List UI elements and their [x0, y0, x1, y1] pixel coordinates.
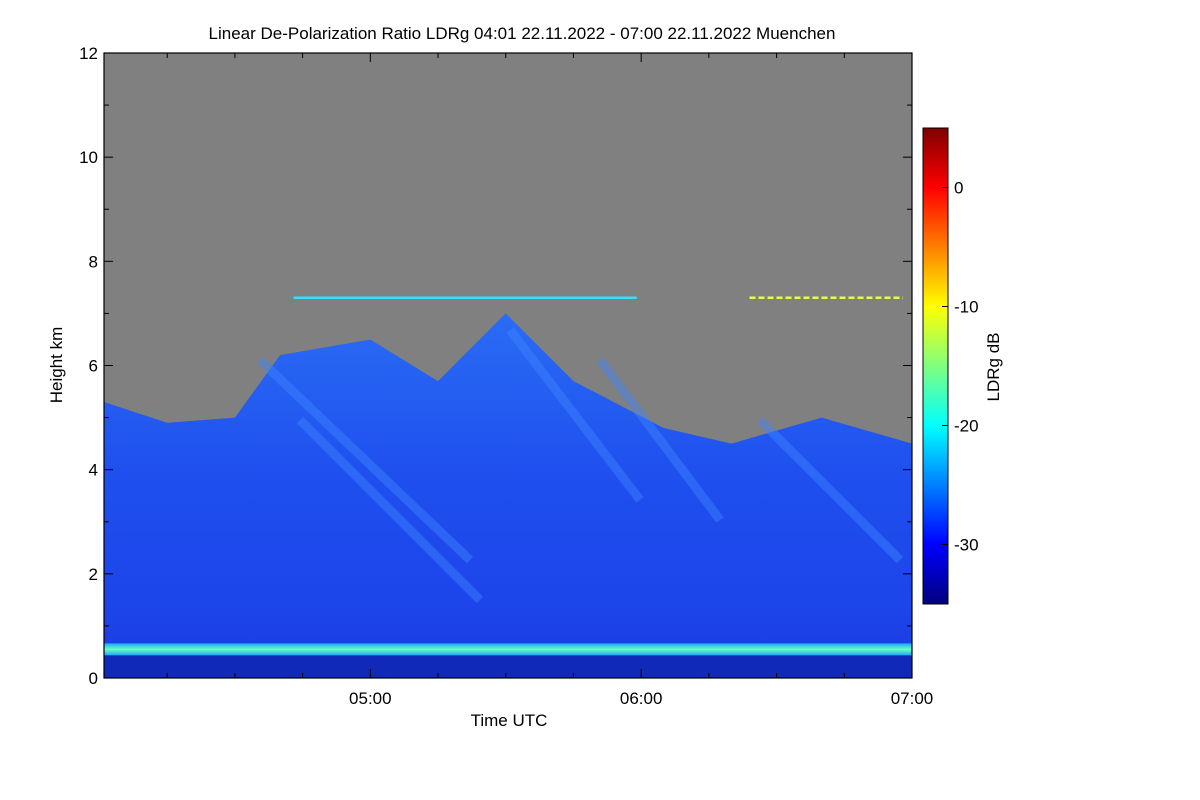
fall-streak	[296, 416, 484, 604]
melting-layer-band	[104, 643, 912, 656]
y-axis-label: Height km	[47, 327, 66, 404]
y-tick-label: 8	[89, 252, 98, 271]
y-tick-label: 6	[89, 357, 98, 376]
x-axis-label: Time UTC	[471, 711, 548, 730]
heatmap-area	[104, 53, 912, 678]
y-tick-label: 10	[79, 148, 98, 167]
colorbar-tick-label: -30	[954, 536, 979, 555]
colorbar: -30 -20 -10 0	[922, 127, 979, 605]
y-tick-label: 12	[79, 44, 98, 63]
fall-streak	[506, 327, 644, 503]
y-tick-label: 2	[89, 565, 98, 584]
fall-streak	[756, 416, 904, 564]
axes: 0 2 4 6 8 10 12 05:00 06:00 07:00	[79, 44, 933, 708]
fall-streak	[596, 357, 724, 523]
y-tick-label: 0	[89, 669, 98, 688]
y-tick-label: 4	[89, 461, 98, 480]
x-tick-label: 05:00	[349, 689, 392, 708]
colorbar-label: LDRg dB	[984, 333, 1003, 402]
colorbar-tick-label: 0	[954, 179, 963, 198]
ground-layer	[104, 653, 912, 678]
x-tick-label: 06:00	[620, 689, 663, 708]
chart-title: Linear De-Polarization Ratio LDRg 04:01 …	[209, 24, 836, 43]
colorbar-gradient	[922, 127, 949, 605]
precipitation-field	[104, 313, 912, 678]
colorbar-tick-label: -10	[954, 298, 979, 317]
colorbar-tick-label: -20	[954, 417, 979, 436]
fall-streak	[256, 356, 474, 564]
x-tick-label: 07:00	[891, 689, 934, 708]
